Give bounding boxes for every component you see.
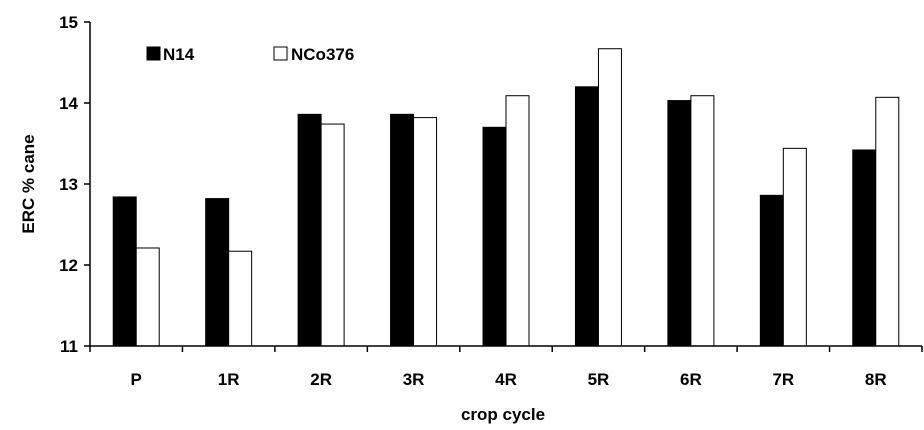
- x-ticks-layer: P 1R 2R 3R 4R 5R 6R 7R 8R: [89, 346, 923, 389]
- y-tick-label: 14: [59, 94, 78, 113]
- bar-n14-7r: [759, 194, 784, 347]
- bar-nco376-6r: [690, 95, 715, 347]
- bar-nco376-1r: [228, 250, 253, 347]
- y-tick-label: 15: [59, 13, 78, 32]
- y-tick-label: 11: [60, 337, 78, 356]
- bar-n14-6r: [667, 100, 692, 347]
- bar-nco376-8r: [875, 96, 900, 347]
- bar-n14-3r: [390, 113, 415, 347]
- bar-nco376-5r: [597, 48, 622, 347]
- x-tick-label: 8R: [865, 370, 887, 389]
- bar-n14-2r: [297, 113, 322, 347]
- y-axis-title: ERC % cane: [19, 134, 38, 233]
- x-tick-label: 2R: [310, 370, 332, 389]
- bar-nco376-p: [135, 247, 160, 347]
- legend: N14 NCo376: [146, 45, 354, 64]
- bar-n14-8r: [852, 149, 877, 347]
- y-tick-label: 13: [59, 175, 78, 194]
- y-ticks-layer: 11 12 13 14 15: [59, 13, 90, 356]
- bar-nco376-2r: [320, 123, 345, 347]
- bar-nco376-4r: [505, 95, 530, 347]
- x-tick-label: 6R: [680, 370, 702, 389]
- bar-n14-4r: [482, 126, 507, 347]
- x-axis-title: crop cycle: [461, 405, 545, 424]
- legend-swatch-n14: [146, 46, 161, 61]
- legend-swatch-nco376: [273, 46, 288, 61]
- bar-n14-5r: [574, 86, 599, 347]
- x-tick-label: P: [131, 370, 142, 389]
- x-tick-label: 1R: [218, 370, 240, 389]
- bar-n14-1r: [205, 198, 230, 347]
- bar-nco376-7r: [782, 147, 807, 347]
- bar-nco376-3r: [413, 117, 438, 347]
- x-tick-label: 4R: [495, 370, 517, 389]
- x-tick-label: 7R: [772, 370, 794, 389]
- bars-layer: [112, 48, 900, 347]
- bar-n14-p: [112, 196, 137, 347]
- x-tick-label: 5R: [588, 370, 610, 389]
- legend-label-n14: N14: [163, 45, 195, 64]
- x-tick-label: 3R: [403, 370, 425, 389]
- y-tick-label: 12: [59, 256, 78, 275]
- legend-label-nco376: NCo376: [291, 45, 354, 64]
